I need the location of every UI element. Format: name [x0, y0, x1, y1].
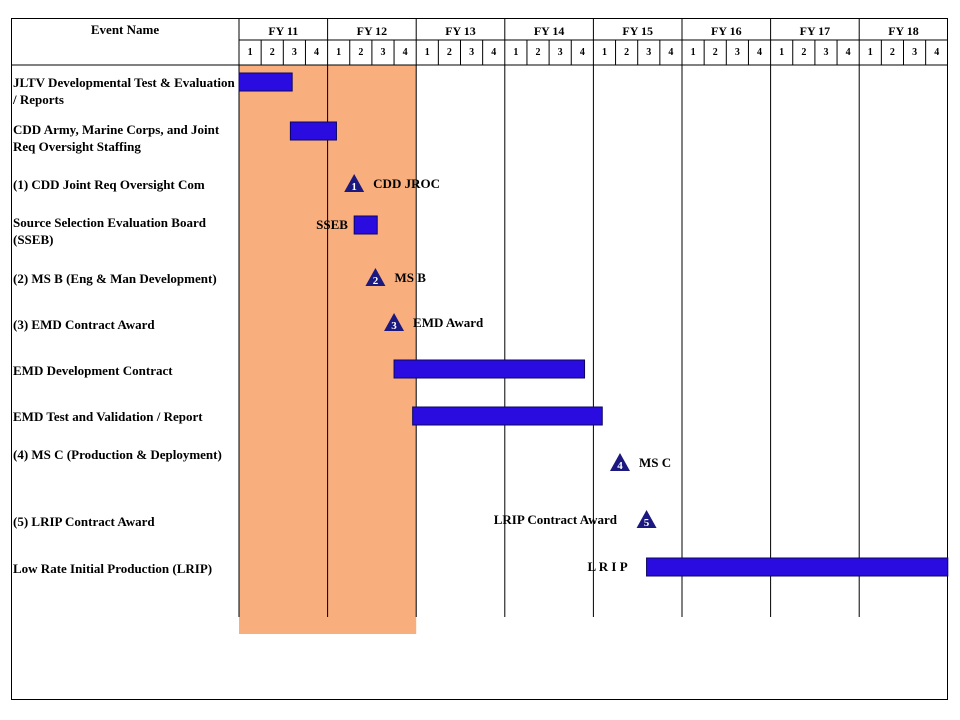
milestone-label: EMD Award: [413, 315, 484, 330]
quarter-label: 1: [867, 47, 873, 58]
quarter-label: 3: [469, 47, 475, 58]
event-label: Source Selection Evaluation Board (SSEB): [13, 215, 206, 247]
milestone-triangle: [344, 174, 365, 192]
quarter-label: 3: [912, 47, 918, 58]
quarter-label: 1: [424, 47, 430, 58]
quarter-label: 2: [801, 47, 807, 58]
quarter-label: 1: [336, 47, 342, 58]
quarter-label: 3: [380, 47, 386, 58]
quarter-label: 3: [291, 47, 297, 58]
event-label: JLTV Developmental Test & Evaluation / R…: [13, 75, 235, 107]
event-bar: [393, 359, 586, 379]
milestone-number: 2: [373, 275, 379, 287]
quarter-label: 4: [934, 47, 940, 58]
quarter-label: 2: [889, 47, 895, 58]
event-label: (3) EMD Contract Award: [13, 317, 155, 332]
quarter-label: 3: [646, 47, 652, 58]
quarter-label: 2: [535, 47, 541, 58]
milestone-triangle: [365, 268, 386, 286]
quarter-label: 2: [624, 47, 630, 58]
quarter-label: 1: [513, 47, 519, 58]
event-label: (2) MS B (Eng & Man Development): [13, 271, 217, 286]
event-label: (4) MS C (Production & Deployment): [13, 447, 222, 462]
quarter-label: 3: [823, 47, 829, 58]
quarter-label: 1: [779, 47, 785, 58]
event-label: CDD Army, Marine Corps, and Joint Req Ov…: [13, 122, 220, 154]
event-bar: [646, 557, 949, 577]
chart-frame: [11, 18, 948, 700]
quarter-label: 4: [757, 47, 763, 58]
milestone-number: 4: [617, 460, 623, 472]
fy-label: FY 14: [533, 24, 565, 38]
quarter-label: 2: [358, 47, 364, 58]
milestone-label: CDD JROC: [373, 176, 440, 191]
quarter-label: 4: [668, 47, 674, 58]
quarter-label: 1: [247, 47, 253, 58]
event-bar: [353, 215, 378, 235]
event-label: Low Rate Initial Production (LRIP): [13, 561, 213, 576]
event-label: (5) LRIP Contract Award: [13, 514, 155, 529]
quarter-label: 4: [402, 47, 408, 58]
quarter-label: 4: [314, 47, 320, 58]
quarter-label: 1: [601, 47, 607, 58]
fy-label: FY 15: [622, 24, 653, 38]
milestone-triangle: [609, 453, 630, 471]
quarter-label: 2: [446, 47, 452, 58]
quarter-label: 2: [712, 47, 718, 58]
milestone-triangle: [636, 510, 657, 528]
event-bar: [289, 121, 337, 141]
fy-label: FY 17: [799, 24, 831, 38]
fy-label: FY 12: [356, 24, 388, 38]
milestone-label: LRIP Contract Award: [493, 512, 618, 527]
milestone-number: 3: [391, 320, 397, 332]
milestone-label: MS C: [638, 455, 672, 470]
quarter-label: 3: [557, 47, 563, 58]
fy-label: FY 16: [711, 24, 742, 38]
quarter-label: 4: [491, 47, 497, 58]
milestone-number: 5: [644, 517, 650, 529]
quarter-label: 2: [269, 47, 275, 58]
event-bar: [238, 72, 293, 92]
event-name-header: Event Name: [90, 22, 160, 37]
event-label: EMD Development Contract: [13, 363, 173, 378]
fy-label: FY 13: [445, 24, 476, 38]
milestone-label: MS B: [394, 270, 426, 285]
event-label: EMD Test and Validation / Report: [13, 409, 203, 424]
milestone-number: 1: [351, 181, 357, 193]
milestone-triangle: [384, 313, 405, 331]
bar-annotation: L R I P: [587, 559, 628, 574]
fy-label: FY 11: [268, 24, 299, 38]
fy-label: FY 18: [888, 24, 919, 38]
quarter-label: 1: [690, 47, 696, 58]
quarter-label: 3: [734, 47, 740, 58]
quarter-label: 4: [579, 47, 585, 58]
event-bar: [412, 406, 603, 426]
event-label: (1) CDD Joint Req Oversight Com: [13, 177, 205, 192]
quarter-label: 4: [845, 47, 851, 58]
bar-annotation: SSEB: [316, 217, 348, 232]
